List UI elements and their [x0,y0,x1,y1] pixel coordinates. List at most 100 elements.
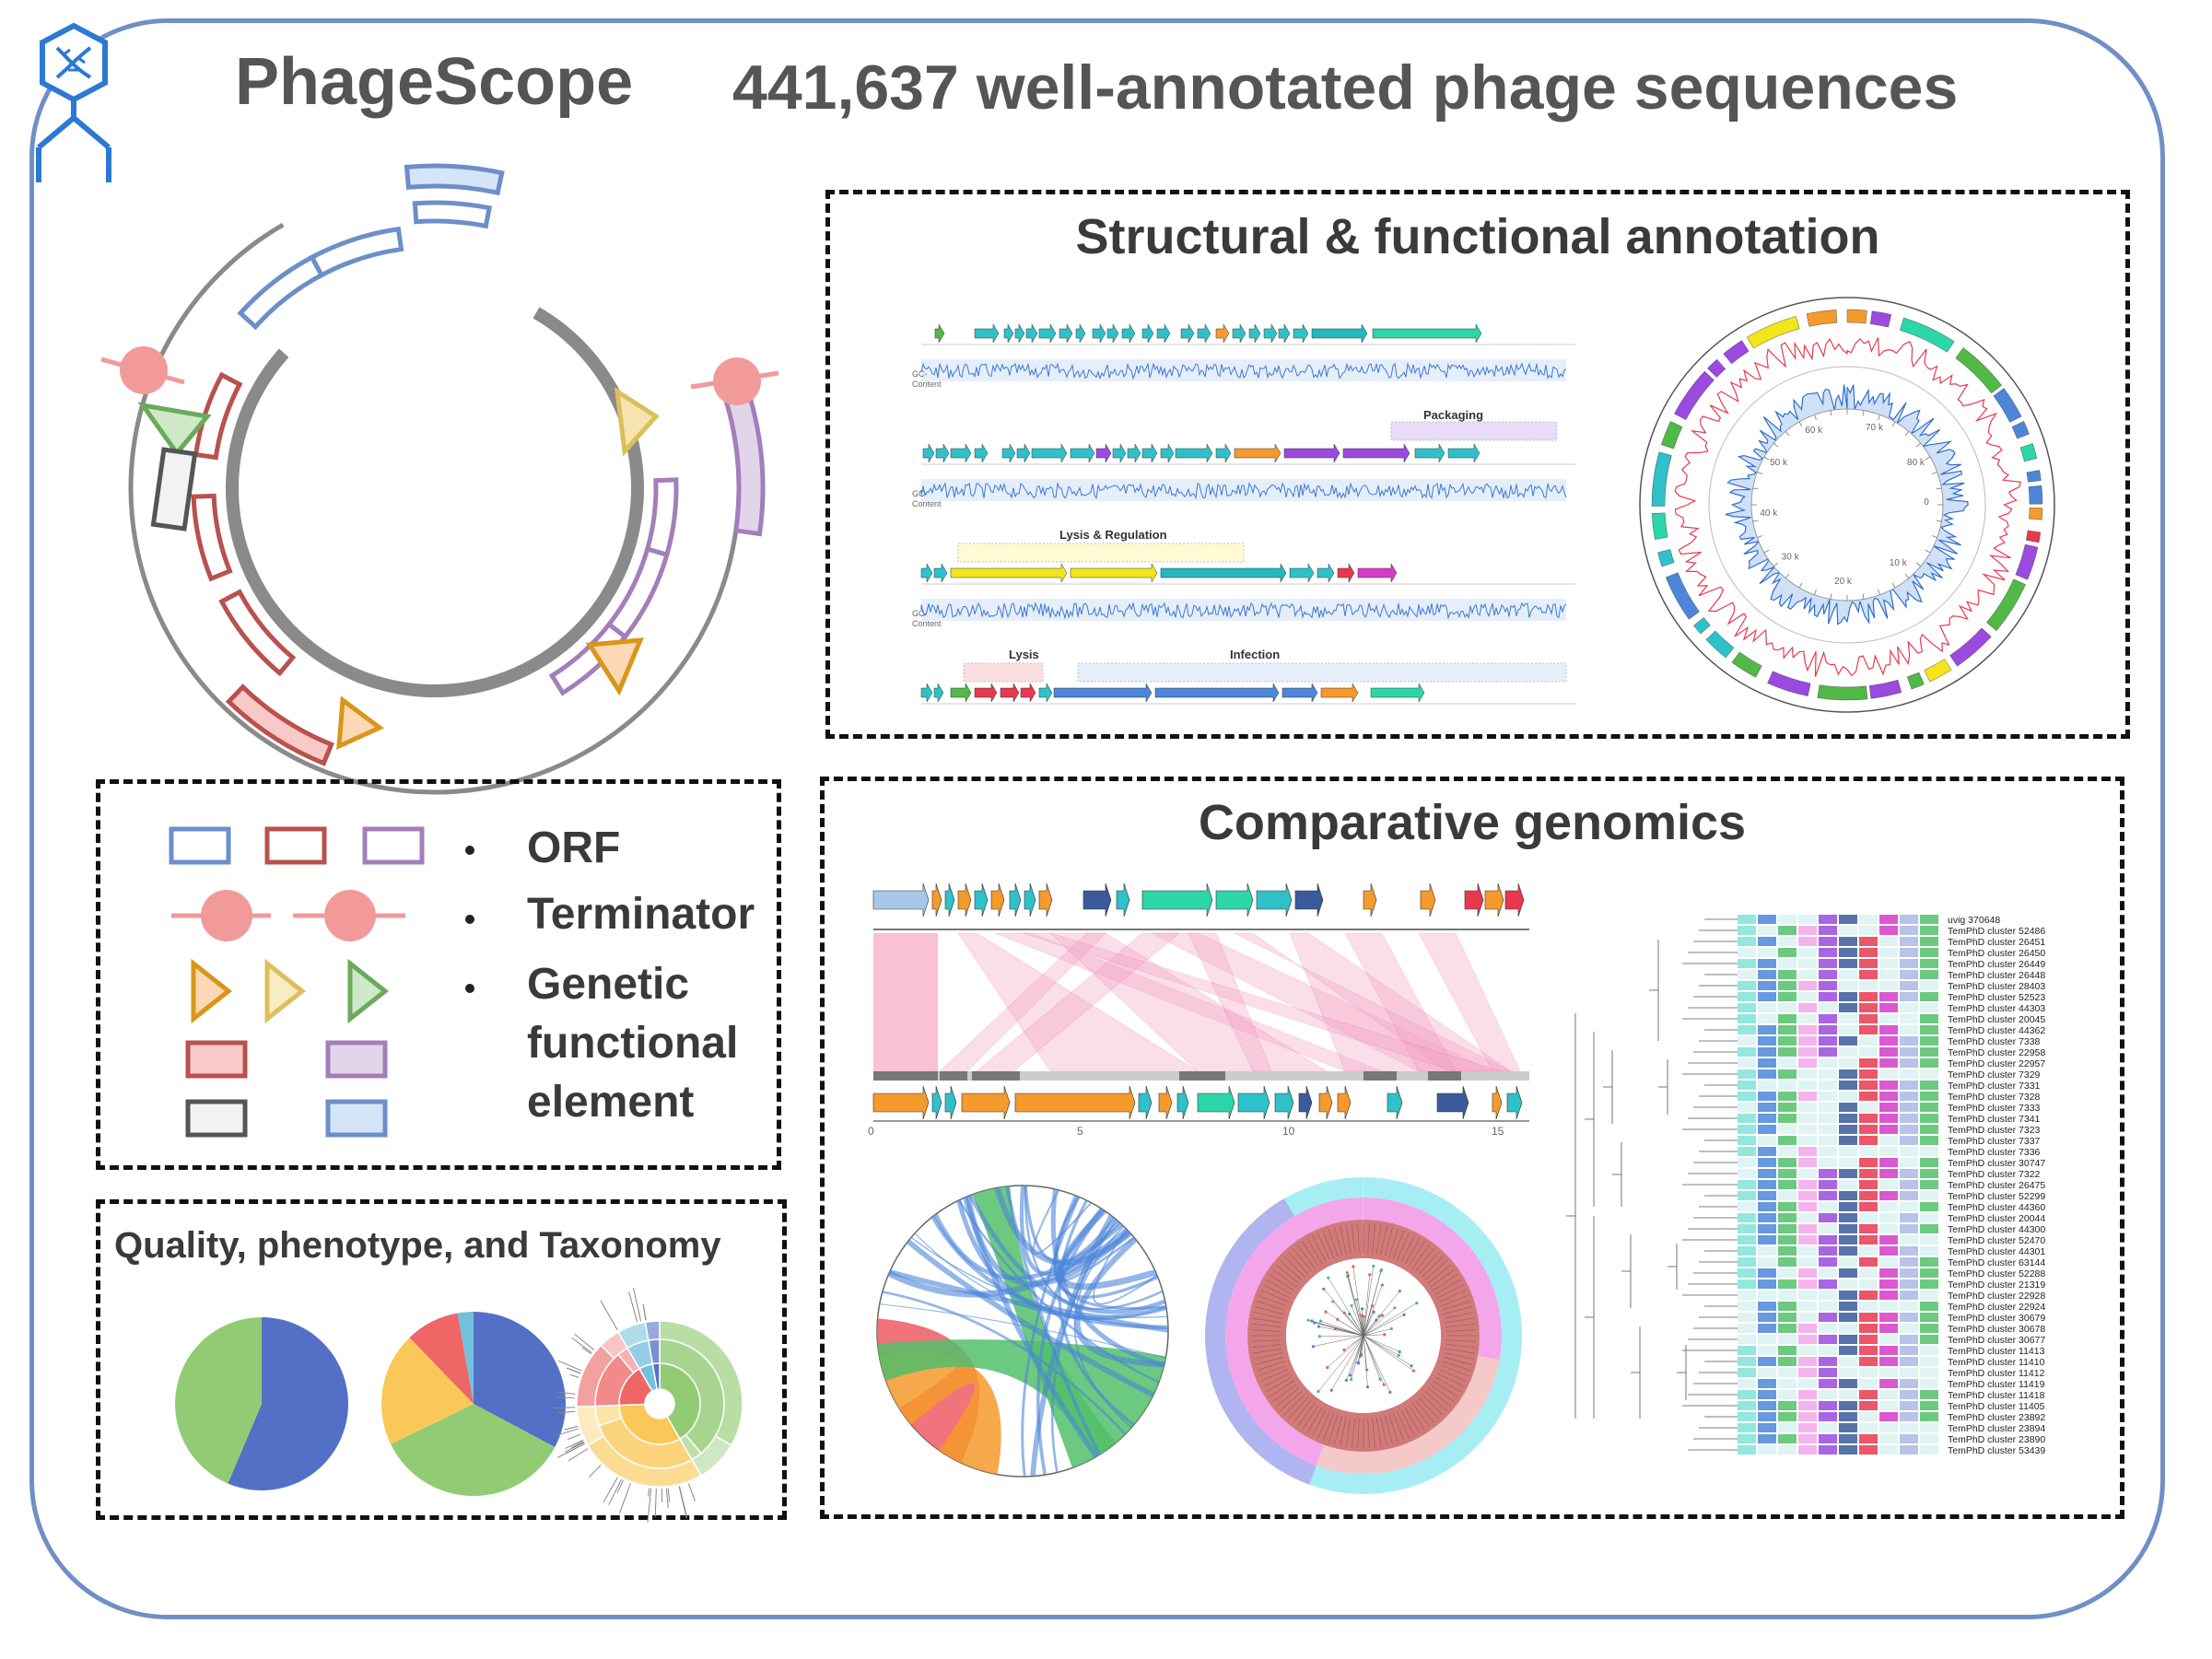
gene-arrow [1083,882,1112,917]
heatmap-cell [1859,1445,1878,1455]
heatmap-cell [1920,1114,1938,1123]
heatmap-cell [1920,1003,1938,1012]
gene-arc [1900,317,1955,353]
sunburst-label-line [667,1488,671,1502]
gc-skew-trace [1674,337,2021,677]
gene-arrow [1009,882,1022,917]
legend-panel [96,779,781,1170]
element-triangle-orange-1 [585,637,644,696]
heatmap-cell [1839,1423,1857,1432]
heatmap-cell [1839,1213,1857,1222]
tree-tip-label: TemPhD cluster 52470 [1948,1235,2045,1246]
tree-tip-label: TemPhD cluster 20045 [1948,1014,2045,1025]
tree-branch [1363,1266,1375,1337]
heatmap-cell [1819,1302,1837,1311]
gene-arrow [1020,683,1036,703]
tip-label [1445,1344,1476,1349]
heatmap-cell [1900,1445,1918,1455]
gene-arrow [1283,443,1340,463]
heatmap-cell [1778,992,1797,1001]
tree-node [1360,1352,1363,1357]
heatmap-cell [1839,970,1857,979]
gene-arrow [922,443,935,463]
heatmap-cell [1839,1036,1857,1046]
heatmap-cell [1758,1224,1776,1233]
heatmap-cell [1859,1202,1878,1211]
pie-chart-phenotype [380,1312,566,1496]
heatmap-cell [1839,992,1857,1001]
tip-label [1411,1244,1430,1269]
tree-branch [1363,1291,1400,1337]
heatmap-cell [1758,926,1776,935]
heatmap-cell [1839,1313,1857,1322]
heatmap-cell [1819,1014,1837,1023]
heatmap-cell [1778,1324,1797,1333]
gene-arrow [1320,683,1359,703]
heatmap-cell [1778,1313,1797,1322]
tree-tip-label: TemPhD cluster 26450 [1948,948,2045,959]
heatmap-cell [1879,1335,1898,1344]
chord-link [888,1269,1169,1333]
heatmap-cell [1879,1081,1898,1090]
tree-branch [1363,1307,1396,1337]
tree-tip-label: TemPhD cluster 23892 [1948,1412,2045,1423]
tip-label [1445,1348,1475,1354]
gene-arc [2029,508,2043,520]
tip-label [1280,1260,1303,1281]
gene-arrow [1293,323,1309,344]
heatmap-cell [1758,1357,1776,1366]
sunburst-label-line [568,1448,589,1462]
heatmap-cell [1819,992,1837,1001]
tick [1915,442,1921,448]
tree-node [1348,1373,1352,1377]
heatmap-cell [1819,1379,1837,1388]
tree-node [1357,1361,1361,1365]
tip-label [1424,1260,1447,1281]
heatmap-cell [1859,1069,1878,1079]
tip-label [1415,1247,1435,1272]
heatmap-cell [1738,1357,1756,1366]
gene-arrow [1141,882,1213,917]
heatmap-cell [1758,1047,1776,1057]
heatmap-cell [1879,1136,1898,1145]
gc-trace [920,362,1567,380]
tip-label [1357,1418,1360,1448]
heatmap-cell [1798,1390,1817,1399]
tip-label [1392,1230,1405,1259]
heatmap-cell [1920,992,1938,1001]
heatmap-cell [1900,1324,1918,1333]
heatmap-cell [1738,1103,1756,1112]
tip-label [1385,1227,1393,1256]
heatmap-cell [1900,926,1918,935]
element-triangle-green [137,402,212,458]
gene-arrow [1025,323,1038,344]
genome-segment [1179,1071,1225,1081]
sunburst-label-line [687,1483,696,1501]
sunburst-label-line [564,1425,579,1431]
tip-label [1280,1390,1303,1411]
orf-arc [720,383,766,537]
heatmap-cell [1839,1235,1857,1244]
heatmap-cell [1738,948,1756,957]
tip-label [1430,1384,1455,1402]
heatmap-cell [1859,1158,1878,1167]
heatmap-cell [1900,992,1918,1001]
heatmap-cell [1879,1434,1898,1443]
heatmap-cell [1900,1313,1918,1322]
tree-node [1317,1389,1320,1394]
sunburst-label-line [603,1477,618,1503]
heatmap-cell [1879,1224,1898,1233]
heatmap-cell [1778,1335,1797,1344]
tip-label [1328,1414,1339,1443]
heatmap-cell [1778,1346,1797,1355]
heatmap-cell [1798,1379,1817,1388]
heatmap-cell [1798,1136,1817,1145]
heatmap-cell [1778,1291,1797,1300]
heatmap-cell [1920,926,1938,935]
tree-tip-label: TemPhD cluster 30747 [1948,1158,2045,1169]
heatmap-cell [1900,1092,1918,1101]
heatmap-cell [1839,1445,1857,1455]
gene-arc [1674,370,1715,420]
heatmap-cell [1738,981,1756,990]
heatmap-cell [1798,1224,1817,1233]
